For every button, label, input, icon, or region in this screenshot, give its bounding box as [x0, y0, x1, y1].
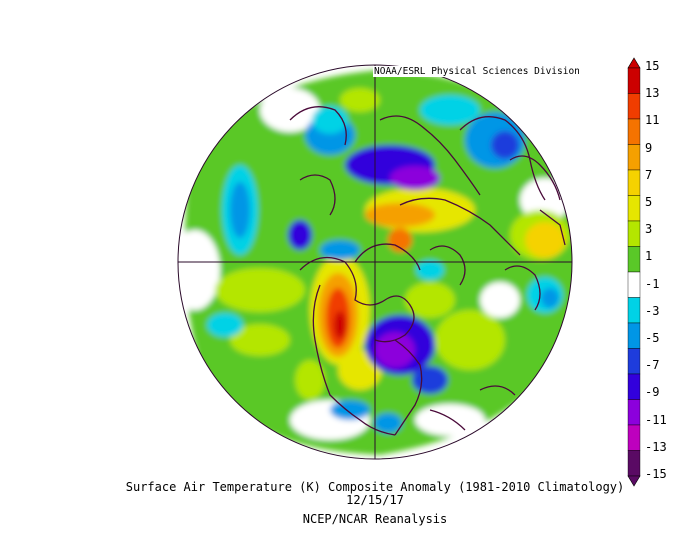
colorbar-swatch: [627, 373, 641, 400]
colorbar-swatch: [627, 67, 641, 94]
colorbar-tick-label: -11: [645, 412, 667, 427]
colorbar-tick-label: 3: [645, 222, 653, 237]
caption-source: NCEP/NCAR Reanalysis: [302, 512, 448, 526]
credit-label: NOAA/ESRL Physical Sciences Division: [373, 66, 581, 77]
colorbar-swatch: [627, 144, 641, 171]
colorbar-swatch: [627, 118, 641, 145]
colorbar-tick-label: 5: [645, 195, 653, 209]
colorbar-swatch: [627, 169, 641, 196]
coastlines: [289, 106, 566, 436]
colorbar-arrow-top: [627, 57, 641, 69]
colorbar: [627, 57, 641, 487]
colorbar-tick-label: -3: [645, 303, 660, 318]
colorbar-swatch: [627, 399, 641, 426]
colorbar-swatch: [627, 297, 641, 324]
colorbar-swatch: [627, 424, 641, 451]
colorbar-tick-label: -7: [645, 358, 660, 373]
colorbar-tick-label: 1: [645, 249, 653, 264]
colorbar-arrow-bottom: [627, 475, 641, 487]
colorbar-tick-label: 15: [645, 59, 660, 73]
colorbar-swatch: [627, 348, 641, 375]
colorbar-swatch: [627, 322, 641, 349]
colorbar-swatch: [627, 271, 641, 298]
colorbar-tick-label: -1: [645, 276, 660, 291]
colorbar-tick-label: 9: [645, 140, 653, 155]
caption-title: Surface Air Temperature (K) Composite An…: [125, 480, 625, 494]
anomaly-field: [178, 65, 572, 459]
colorbar-tick-label: -5: [645, 331, 660, 345]
colorbar-tick-label: -13: [645, 439, 667, 454]
colorbar-tick-label: 11: [645, 113, 660, 128]
colorbar-swatch: [627, 220, 641, 247]
colorbar-swatch: [627, 246, 641, 273]
colorbar-swatch: [627, 93, 641, 120]
colorbar-tick-label: -15: [645, 467, 667, 481]
colorbar-swatch: [627, 450, 641, 477]
colorbar-tick-label: -9: [645, 385, 660, 400]
colorbar-swatch: [627, 195, 641, 222]
map-boundary: [177, 64, 573, 460]
colorbar-tick-label: 7: [645, 167, 653, 182]
caption-date: 12/15/17: [346, 493, 404, 507]
colorbar-tick-label: 13: [645, 86, 660, 101]
